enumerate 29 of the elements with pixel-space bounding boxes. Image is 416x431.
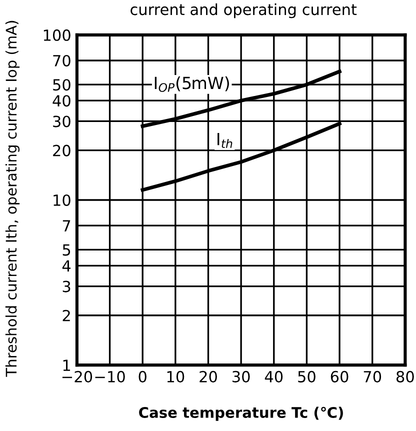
y-tick-label: 50 xyxy=(53,79,70,91)
annotation: I$_{th}$ xyxy=(218,132,232,148)
y-tick-label: 4 xyxy=(62,260,71,272)
chart-title: current and operating current xyxy=(130,3,357,18)
y-tick-label: 20 xyxy=(53,144,70,156)
y-tick-label: 30 xyxy=(53,116,70,128)
annotation: I$_{OP}$(5mW) xyxy=(154,76,229,92)
x-tick-label: 30 xyxy=(232,370,250,382)
x-tick-label: 80 xyxy=(396,370,414,382)
y-tick-label: 100 xyxy=(44,29,70,41)
y-tick-label: 10 xyxy=(54,194,70,206)
x-axis-title: Case temperature Tc (℃) xyxy=(139,406,343,421)
x-tick-label: 60 xyxy=(330,370,348,382)
y-tick-label: 2 xyxy=(62,310,70,322)
y-tick-label: 70 xyxy=(53,54,70,67)
y-axis-title: Threshold current Ith, operating current Iop (mA) xyxy=(5,20,20,377)
x-tick-label: 20 xyxy=(200,370,217,382)
y-tick-label: 3 xyxy=(62,280,70,292)
y-tick-label: 40 xyxy=(52,95,70,107)
x-tick-label: 50 xyxy=(298,370,316,382)
y-tick-label: 5 xyxy=(62,244,70,256)
y-tick-label: 7 xyxy=(62,220,70,232)
x-tick-label: −20 xyxy=(62,370,92,382)
x-tick-label: 10 xyxy=(167,370,184,382)
x-tick-label: −10 xyxy=(95,370,125,382)
y-tick-label: 1 xyxy=(63,360,70,371)
x-tick-label: 70 xyxy=(364,370,382,382)
x-tick-label: 40 xyxy=(264,370,283,382)
x-tick-label: 0 xyxy=(138,370,146,382)
